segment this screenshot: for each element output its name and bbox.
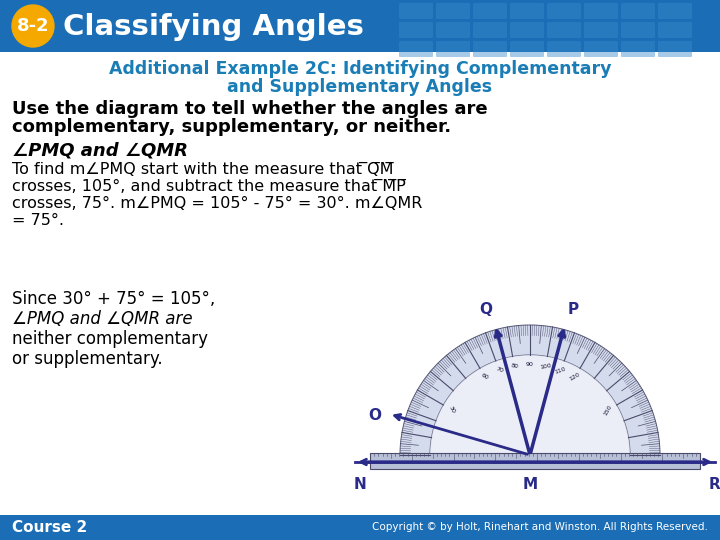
FancyBboxPatch shape [0,0,720,52]
Text: and Supplementary Angles: and Supplementary Angles [228,78,492,96]
FancyBboxPatch shape [473,3,507,19]
FancyBboxPatch shape [584,3,618,19]
FancyBboxPatch shape [584,41,618,57]
Text: 60: 60 [480,373,490,381]
Text: ∠PMQ and ∠QMR are: ∠PMQ and ∠QMR are [12,310,193,328]
Polygon shape [430,355,630,455]
FancyBboxPatch shape [436,22,470,38]
Text: Additional Example 2C: Identifying Complementary: Additional Example 2C: Identifying Compl… [109,60,611,78]
FancyBboxPatch shape [0,515,720,540]
Circle shape [12,5,54,47]
FancyBboxPatch shape [621,41,655,57]
Text: Use the diagram to tell whether the angles are: Use the diagram to tell whether the angl… [12,100,487,118]
Text: 110: 110 [554,366,567,375]
Text: 8-2: 8-2 [17,17,49,35]
FancyBboxPatch shape [473,22,507,38]
Text: 150: 150 [603,404,613,416]
Polygon shape [400,325,660,455]
FancyBboxPatch shape [370,453,700,469]
Text: N: N [354,477,366,492]
Text: Course 2: Course 2 [12,519,87,535]
Text: 100: 100 [539,363,552,370]
Text: ∠PMQ and ∠QMR: ∠PMQ and ∠QMR [12,142,188,160]
Text: Classifying Angles: Classifying Angles [63,13,364,41]
FancyBboxPatch shape [399,3,433,19]
FancyBboxPatch shape [658,41,692,57]
Text: To find m∠PMQ start with the measure that ̅Q̅M̅: To find m∠PMQ start with the measure tha… [12,162,394,177]
FancyBboxPatch shape [658,3,692,19]
FancyBboxPatch shape [436,41,470,57]
FancyBboxPatch shape [399,41,433,57]
Text: P: P [568,302,579,316]
Text: Copyright © by Holt, Rinehart and Winston. All Rights Reserved.: Copyright © by Holt, Rinehart and Winsto… [372,522,708,532]
FancyBboxPatch shape [621,3,655,19]
Text: Q: Q [479,302,492,316]
Text: R: R [708,477,720,492]
Text: 30: 30 [448,406,456,415]
FancyBboxPatch shape [473,41,507,57]
Text: M: M [523,477,538,492]
Text: 70: 70 [495,367,504,374]
Text: 80: 80 [510,363,518,369]
Text: = 75°.: = 75°. [12,213,64,228]
FancyBboxPatch shape [510,22,544,38]
Text: or supplementary.: or supplementary. [12,350,163,368]
FancyBboxPatch shape [584,22,618,38]
FancyBboxPatch shape [547,22,581,38]
Text: Since 30° + 75° = 105°,: Since 30° + 75° = 105°, [12,290,215,308]
FancyBboxPatch shape [547,3,581,19]
Text: neither complementary: neither complementary [12,330,208,348]
Text: O: O [368,408,381,423]
Text: 90: 90 [526,362,534,368]
Text: complementary, supplementary, or neither.: complementary, supplementary, or neither… [12,118,451,136]
FancyBboxPatch shape [436,3,470,19]
FancyBboxPatch shape [621,22,655,38]
FancyBboxPatch shape [510,41,544,57]
FancyBboxPatch shape [399,22,433,38]
FancyBboxPatch shape [547,41,581,57]
FancyBboxPatch shape [510,3,544,19]
Text: crosses, 75°. m∠PMQ = 105° - 75° = 30°. m∠QMR: crosses, 75°. m∠PMQ = 105° - 75° = 30°. … [12,196,423,211]
Text: crosses, 105°, and subtract the measure that ̅M̅P̅: crosses, 105°, and subtract the measure … [12,179,406,194]
FancyBboxPatch shape [658,22,692,38]
Text: 120: 120 [569,372,581,382]
